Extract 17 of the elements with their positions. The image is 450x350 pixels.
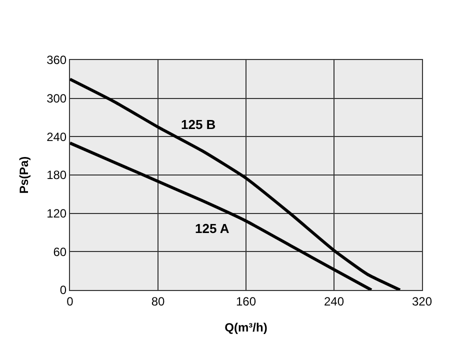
line-series: [70, 142, 373, 290]
y-axis-title: Ps(Pa): [16, 156, 31, 194]
x-tick-label: 160: [236, 294, 256, 308]
y-tick-label: 60: [53, 244, 67, 259]
series-label: 125 B: [181, 117, 216, 132]
x-tick-label: 80: [151, 294, 165, 308]
y-tick-label: 180: [46, 168, 67, 182]
series-label: 125 A: [195, 221, 230, 236]
y-tick-label: 240: [46, 130, 67, 144]
x-tick-label: 320: [412, 294, 432, 308]
x-tick-label: 240: [324, 294, 344, 308]
y-tick-label: 0: [60, 283, 67, 298]
line-series: [70, 78, 402, 290]
y-tick-label: 360: [46, 53, 67, 68]
y-tick-label: 120: [46, 206, 67, 221]
x-axis-title: Q(m³/h): [224, 320, 268, 334]
y-tick-label: 300: [46, 92, 67, 106]
